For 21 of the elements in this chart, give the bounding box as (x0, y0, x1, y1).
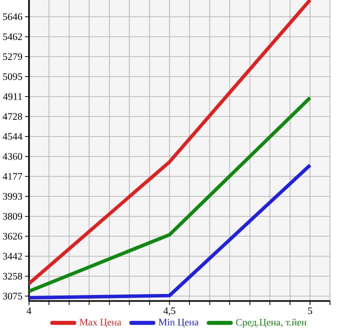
legend-label: Min Цена (158, 318, 199, 328)
y-tick-label: 5279 (3, 53, 22, 60)
y-tick-label: 4911 (3, 93, 22, 100)
y-tick-label: 4728 (2, 113, 22, 120)
x-tick-label: 4,5 (163, 308, 176, 316)
y-tick-label: 4544 (2, 133, 22, 140)
y-tick-label: 5095 (3, 73, 22, 80)
legend-label: Max Цена (80, 318, 122, 328)
y-tick-label: 5462 (3, 33, 22, 40)
y-tick-label: 4177 (2, 173, 22, 180)
y-tick-label: 5646 (3, 13, 22, 20)
y-tick-label: 3626 (3, 232, 22, 240)
y-tick-label: 3993 (3, 193, 22, 200)
x-tick-label: 4 (26, 308, 32, 314)
y-tick-label: 3809 (3, 212, 22, 220)
legend-label: Сред.Цена, т.йен (236, 318, 306, 328)
y-tick-label: 3075 (3, 292, 22, 300)
y-tick-label: 4360 (2, 153, 22, 160)
y-tick-label: 3442 (3, 252, 22, 260)
x-tick-label: 5 (308, 308, 312, 314)
y-tick-label: 3258 (3, 272, 22, 280)
